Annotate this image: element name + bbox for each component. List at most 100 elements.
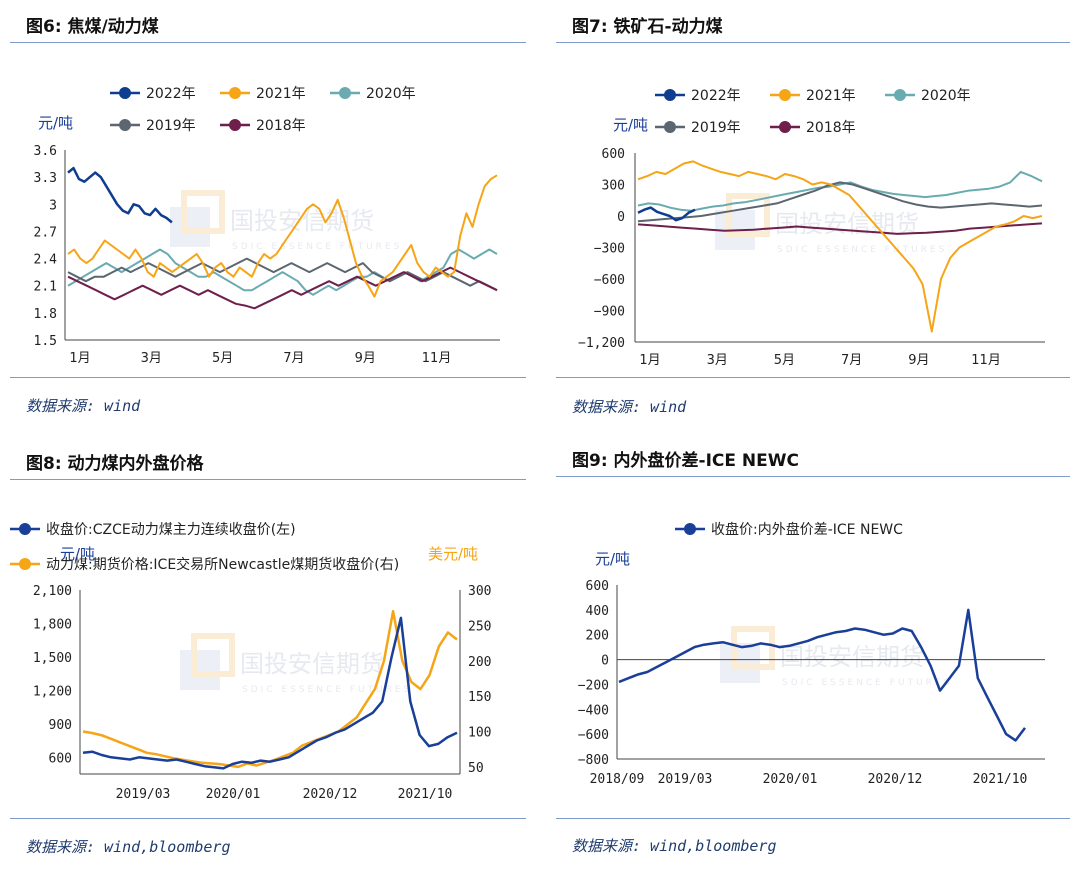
x-tick-label: 11月 (971, 353, 1001, 368)
legend-marker-0 (19, 523, 31, 535)
watermark-logo-blue (170, 207, 210, 247)
y-axis-label: 元/吨 (613, 116, 648, 134)
fig9-title-rule (556, 476, 1070, 477)
legend-label-0: 2022年 (146, 86, 196, 102)
legend-marker-4 (779, 121, 791, 133)
fig8-source: 数据来源: wind,bloomberg (26, 838, 231, 856)
y-tick-label-right: 250 (468, 619, 491, 634)
watermark-text-en: SDIC ESSENCE FUTURES (242, 685, 412, 695)
y-tick-label: −600 (594, 273, 625, 288)
watermark-logo-gold (191, 633, 235, 677)
y-tick-label: 400 (586, 604, 609, 619)
legend-marker-1 (19, 558, 31, 570)
series-line-0 (618, 608, 1026, 742)
x-tick-label: 2020/01 (763, 772, 818, 787)
x-tick-label: 2020/01 (206, 787, 261, 802)
watermark-text-en: SDIC ESSENCE FUTURES (782, 678, 952, 688)
y-axis-label-left: 元/吨 (60, 545, 95, 563)
y-tick-label: −300 (594, 242, 625, 257)
x-tick-label: 2018/09 (590, 772, 645, 787)
fig7-title-rule (556, 42, 1070, 43)
y-tick-label: −900 (594, 305, 625, 320)
y-tick-label: 0 (617, 210, 625, 225)
legend-label-2: 2020年 (366, 86, 416, 102)
y-tick-label: 600 (586, 579, 609, 594)
watermark-logo-gold (726, 193, 770, 237)
y-tick-label-right: 200 (468, 655, 491, 670)
fig6-source: 数据来源: wind (26, 397, 141, 415)
x-tick-label: 9月 (355, 351, 376, 366)
series-line-2 (67, 248, 498, 296)
legend-label-0: 收盘价:内外盘价差-ICE NEWC (711, 521, 903, 538)
y-tick-label: 600 (602, 147, 625, 162)
x-tick-label: 2020/12 (868, 772, 923, 787)
x-tick-label: 2020/12 (303, 787, 358, 802)
x-tick-label: 2019/03 (658, 772, 713, 787)
watermark-text-en: SDIC ESSENCE FUTURES (777, 245, 947, 255)
y-tick-label: 3.6 (34, 144, 57, 159)
x-tick-label: 2021/10 (973, 772, 1028, 787)
watermark: 国投安信期货 SDIC ESSENCE FUTURES (720, 626, 952, 688)
y-axis-label: 元/吨 (595, 550, 630, 568)
x-tick-label: 2021/10 (398, 787, 453, 802)
series-line-0 (637, 206, 696, 222)
legend-marker-0 (119, 87, 131, 99)
y-tick-label-left: 2,100 (33, 584, 72, 599)
series-line-1 (637, 160, 1043, 333)
watermark-logo-gold (731, 626, 775, 670)
legend-marker-1 (229, 87, 241, 99)
fig6-chart: 国投安信期货 SDIC ESSENCE FUTURES 2022年 2021年 2020… (34, 86, 500, 366)
legend-label-2: 2020年 (921, 88, 971, 104)
legend-marker-2 (894, 89, 906, 101)
x-tick-label: 1月 (69, 351, 90, 366)
y-tick-label-left: 600 (49, 751, 72, 766)
y-tick-label: −600 (578, 728, 609, 743)
series-line-0 (67, 166, 173, 224)
x-tick-label: 1月 (639, 353, 660, 368)
legend-marker-0 (684, 523, 696, 535)
x-tick-label: 3月 (141, 351, 162, 366)
fig9-chart: 国投安信期货 SDIC ESSENCE FUTURES 收盘价:内外盘价差-ICE … (578, 521, 1045, 787)
x-tick-label: 5月 (774, 353, 795, 368)
y-tick-label: −200 (578, 678, 609, 693)
legend-label-1: 动力煤:期货价格:ICE交易所Newcastle煤期货收盘价(右) (46, 556, 399, 573)
fig7-title: 图7: 铁矿石-动力煤 (572, 17, 723, 37)
watermark-logo-gold (181, 190, 225, 234)
y-tick-label: 2.4 (34, 253, 58, 268)
legend-label-4: 2018年 (256, 118, 306, 134)
fig7-bottom-rule (556, 377, 1070, 378)
legend-marker-1 (779, 89, 791, 101)
y-tick-label-right: 50 (468, 761, 484, 776)
fig9-source: 数据来源: wind,bloomberg (572, 837, 777, 855)
legend-marker-0 (664, 89, 676, 101)
legend-marker-2 (339, 87, 351, 99)
series-line-3 (637, 181, 1043, 223)
y-tick-label-right: 150 (468, 690, 491, 705)
series-line-1 (67, 174, 498, 298)
legend-label-0: 收盘价:CZCE动力煤主力连续收盘价(左) (46, 521, 296, 538)
x-tick-label: 3月 (707, 353, 728, 368)
fig7-source: 数据来源: wind (572, 398, 687, 416)
y-tick-label: 2.7 (34, 225, 57, 240)
y-axis-label: 元/吨 (38, 114, 73, 132)
fig9-bottom-rule (556, 818, 1070, 819)
y-tick-label-left: 1,200 (33, 684, 72, 699)
fig8-bottom-rule (10, 818, 526, 819)
y-tick-label-left: 900 (49, 718, 72, 733)
series-line-0 (82, 616, 458, 770)
watermark-logo-blue (720, 643, 760, 683)
y-tick-label: −800 (578, 753, 609, 768)
watermark-text-cn: 国投安信期货 (780, 643, 924, 671)
y-tick-label: 1.5 (34, 334, 57, 349)
fig8-chart: 国投安信期货 SDIC ESSENCE FUTURES 收盘价:CZCE动力煤主力连… (10, 521, 491, 802)
y-tick-label-right: 300 (468, 584, 491, 599)
series-line-4 (637, 222, 1043, 235)
x-tick-label: 7月 (283, 351, 304, 366)
x-tick-label: 9月 (908, 353, 929, 368)
x-tick-label: 11月 (422, 351, 452, 366)
fig9-title: 图9: 内外盘价差-ICE NEWC (572, 451, 800, 471)
x-tick-label: 5月 (212, 351, 233, 366)
legend-marker-3 (119, 119, 131, 131)
legend-label-3: 2019年 (146, 118, 196, 134)
